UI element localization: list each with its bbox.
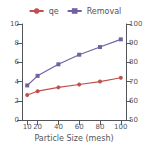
svg-text:100: 100 xyxy=(114,123,127,131)
svg-text:100: 100 xyxy=(129,20,142,28)
svg-text:4: 4 xyxy=(15,78,20,86)
svg-text:6: 6 xyxy=(15,58,20,66)
svg-text:70: 70 xyxy=(129,78,138,86)
svg-text:40: 40 xyxy=(54,123,63,131)
svg-text:0: 0 xyxy=(15,116,19,124)
svg-text:50: 50 xyxy=(129,116,138,124)
svg-text:8: 8 xyxy=(15,39,19,47)
svg-text:80: 80 xyxy=(129,58,138,66)
svg-text:80: 80 xyxy=(96,123,105,131)
svg-text:60: 60 xyxy=(129,97,138,105)
svg-text:Particle Size (mesh): Particle Size (mesh) xyxy=(34,134,113,143)
svg-text:60: 60 xyxy=(75,123,84,131)
svg-text:10: 10 xyxy=(10,20,19,28)
svg-text:2: 2 xyxy=(15,97,19,105)
svg-text:qe: qe xyxy=(49,7,59,16)
svg-text:20: 20 xyxy=(33,123,42,131)
svg-text:90: 90 xyxy=(129,39,138,47)
svg-text:10: 10 xyxy=(23,123,32,131)
svg-text:Removal: Removal xyxy=(87,7,122,16)
